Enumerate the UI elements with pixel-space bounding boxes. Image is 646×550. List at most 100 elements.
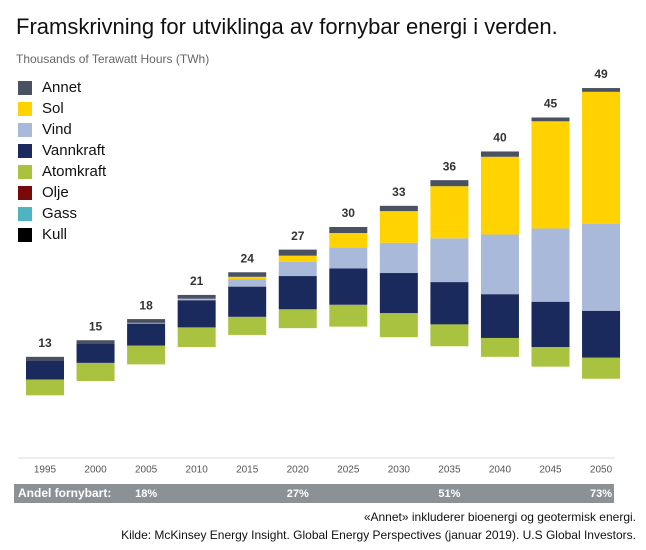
- bar-segment: [278, 309, 317, 329]
- legend-swatch: [18, 102, 32, 116]
- bar-segment: [582, 223, 621, 311]
- share-value: 73%: [590, 488, 612, 500]
- legend-label: Atomkraft: [42, 163, 107, 180]
- bar-segment: [177, 327, 216, 348]
- bar-segment: [329, 268, 368, 305]
- bar-segment: [177, 294, 216, 299]
- bar-segment: [76, 362, 115, 381]
- x-tick-label: 2040: [489, 465, 512, 476]
- total-label: 15: [89, 319, 103, 333]
- bar-segment: [480, 156, 519, 235]
- bar-segment: [379, 205, 418, 212]
- legend-label: Sol: [42, 100, 64, 117]
- x-tick-label: 2045: [539, 465, 562, 476]
- bar-segment: [430, 324, 469, 347]
- share-value: 27%: [287, 488, 309, 500]
- share-label: Andel fornybart:: [18, 486, 111, 500]
- bar-segment: [26, 379, 64, 396]
- bar-segment: [329, 233, 368, 248]
- bar-segment: [329, 304, 368, 327]
- total-label: 49: [594, 67, 608, 81]
- x-tick-label: 2035: [438, 465, 461, 476]
- x-tick-label: 2050: [590, 465, 613, 476]
- bar-segment: [379, 273, 418, 314]
- bar-segment: [531, 301, 570, 348]
- bar-segment: [127, 322, 166, 324]
- legend-label: Vannkraft: [42, 142, 106, 159]
- bar-segment: [329, 247, 368, 269]
- bar-segment: [379, 211, 418, 243]
- total-label: 13: [38, 336, 52, 350]
- bar-segment: [379, 313, 418, 338]
- chart-title: Framskrivning for utviklinga av fornybar…: [16, 14, 558, 39]
- bar-segment: [278, 255, 317, 262]
- bar-segment: [379, 242, 418, 274]
- bar-segment: [228, 276, 267, 280]
- legend-label: Vind: [42, 121, 72, 138]
- legend-swatch: [18, 186, 32, 200]
- legend-swatch: [18, 207, 32, 221]
- bar-segment: [177, 300, 216, 328]
- bar-segment: [26, 356, 64, 361]
- legend-swatch: [18, 144, 32, 158]
- note: «Annet» inkluderer bioenergi og geotermi…: [364, 510, 636, 524]
- bar-segment: [430, 186, 469, 239]
- x-tick-label: 2025: [337, 465, 360, 476]
- bar-segment: [228, 272, 267, 277]
- x-tick-label: 2030: [388, 465, 411, 476]
- bar-segment: [582, 310, 621, 358]
- total-label: 40: [493, 131, 507, 145]
- bar-segment: [531, 228, 570, 302]
- x-tick-label: 1995: [34, 465, 57, 476]
- bar-segment: [582, 357, 621, 379]
- note: Kilde: McKinsey Energy Insight. Global E…: [121, 528, 636, 542]
- bar-segment: [329, 226, 368, 234]
- total-label: 33: [392, 185, 406, 199]
- legend-label: Kull: [42, 226, 67, 243]
- bar-segment: [430, 180, 469, 187]
- legend-swatch: [18, 123, 32, 137]
- bar-segment: [278, 276, 317, 310]
- total-label: 36: [443, 159, 457, 173]
- bar-segment: [228, 286, 267, 317]
- total-label: 21: [190, 274, 204, 288]
- bar-segment: [177, 298, 216, 301]
- total-label: 18: [139, 298, 153, 312]
- bar-segment: [278, 261, 317, 277]
- bar-segment: [480, 151, 519, 157]
- bar-segment: [278, 249, 317, 256]
- bar-segment: [127, 345, 166, 365]
- bar-segment: [480, 337, 519, 357]
- share-band: [14, 484, 614, 503]
- x-tick-label: 2005: [135, 465, 158, 476]
- bar-segment: [582, 88, 621, 92]
- bar-segment: [531, 121, 570, 229]
- bar-segment: [76, 343, 115, 363]
- x-tick-label: 2000: [84, 465, 107, 476]
- legend-label: Gass: [42, 205, 77, 222]
- x-tick-label: 2010: [186, 465, 209, 476]
- bar-segment: [430, 238, 469, 283]
- share-value: 51%: [438, 488, 460, 500]
- bar-segment: [582, 91, 621, 224]
- total-label: 27: [291, 229, 305, 243]
- legend-label: Olje: [42, 184, 69, 201]
- bar-segment: [76, 340, 115, 344]
- x-tick-label: 2020: [287, 465, 310, 476]
- legend-swatch: [18, 81, 32, 95]
- bar-segment: [26, 360, 64, 380]
- total-label: 45: [544, 97, 558, 111]
- total-label: 24: [241, 251, 255, 265]
- total-label: 30: [342, 206, 356, 220]
- legend-swatch: [18, 228, 32, 242]
- bar-segment: [127, 323, 166, 346]
- legend-swatch: [18, 165, 32, 179]
- chart-subtitle: Thousands of Terawatt Hours (TWh): [16, 52, 209, 66]
- bar-segment: [228, 316, 267, 335]
- bar-segment: [127, 319, 166, 323]
- bar-segment: [531, 347, 570, 367]
- legend-label: Annet: [42, 79, 82, 96]
- bar-segment: [430, 282, 469, 325]
- bar-segment: [480, 294, 519, 338]
